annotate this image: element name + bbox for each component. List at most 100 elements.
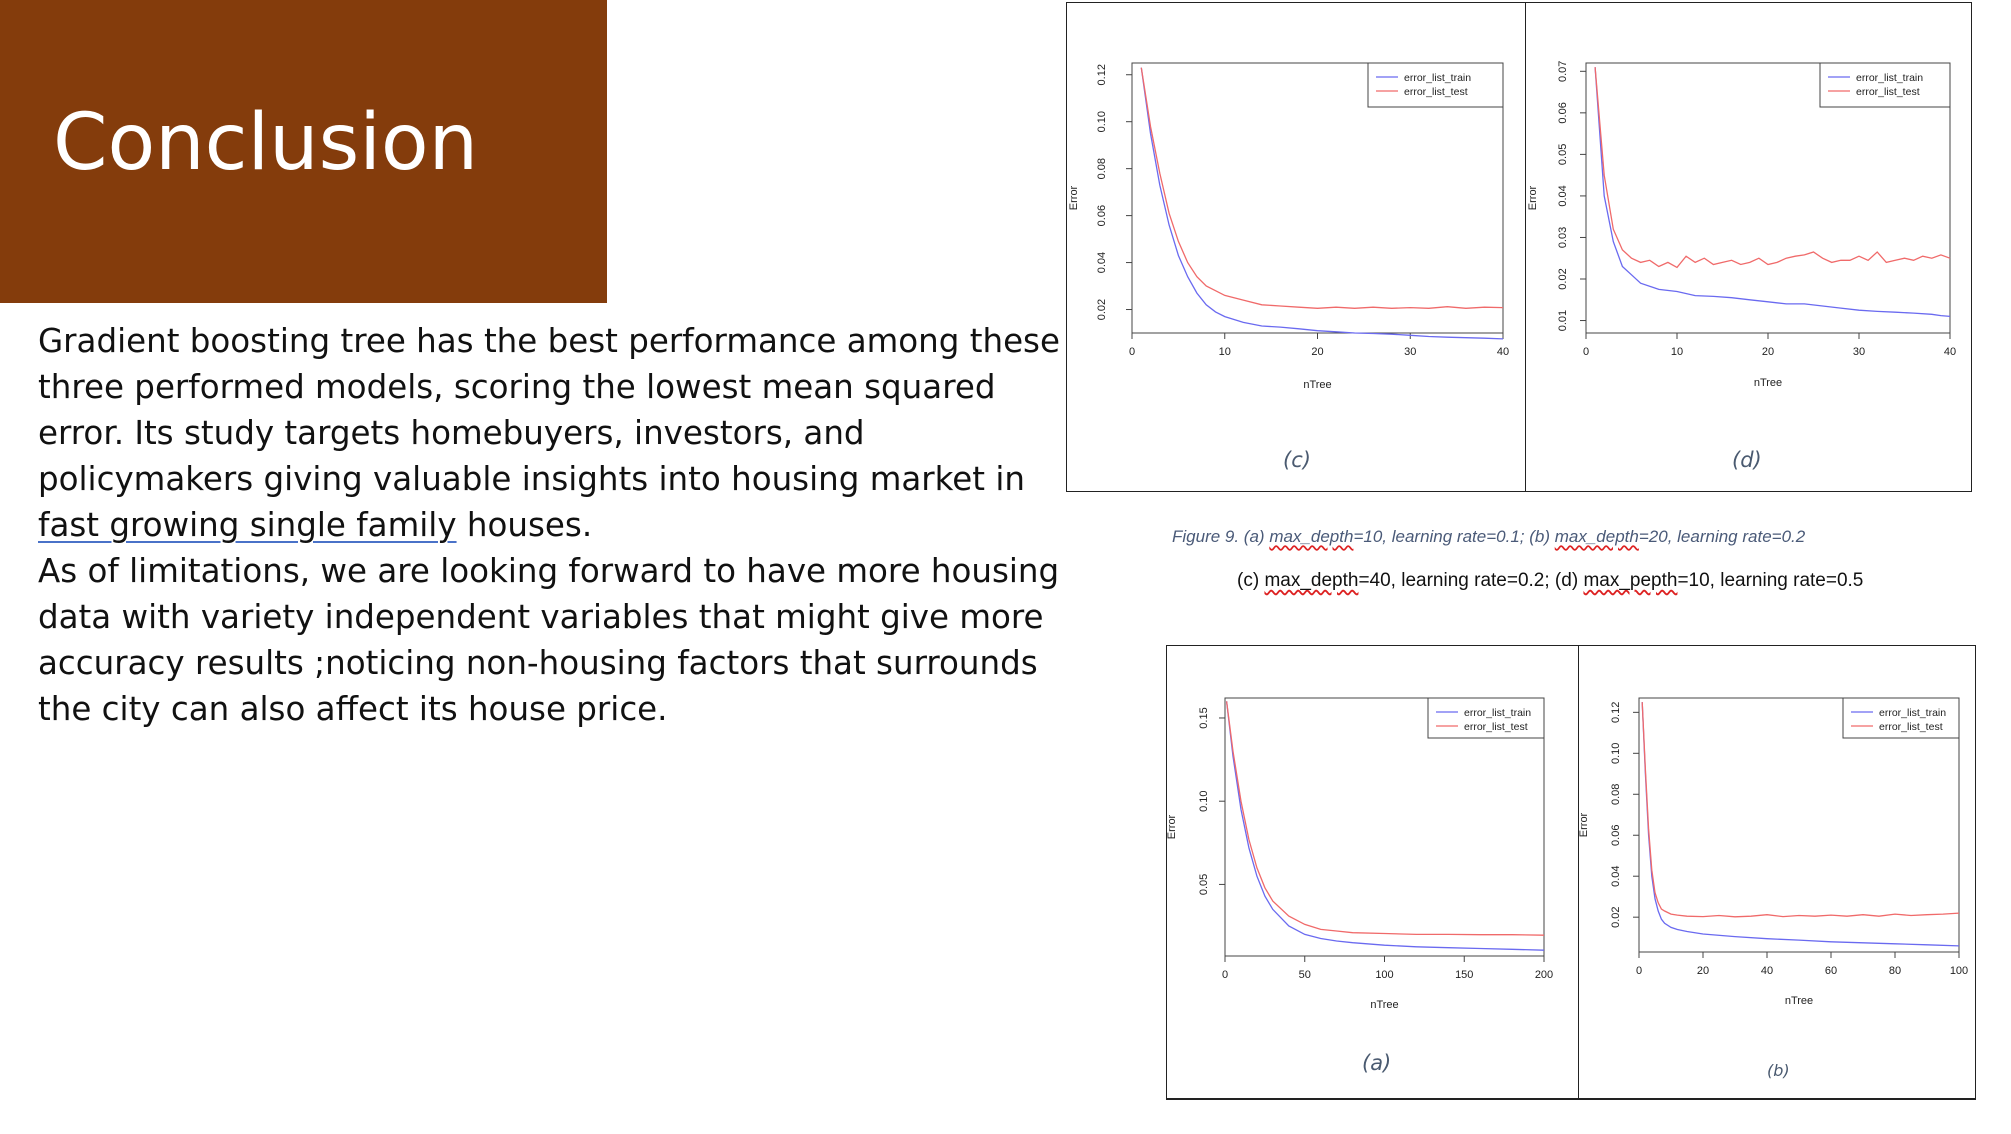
paragraph-1-text: Gradient boosting tree has the best perf… bbox=[38, 322, 1060, 498]
conclusion-text: Gradient boosting tree has the best perf… bbox=[38, 318, 1068, 732]
chart-d-label: (d) bbox=[1732, 448, 1762, 472]
x-tick-label: 40 bbox=[1944, 346, 1956, 358]
legend-label: error_list_test bbox=[1404, 86, 1468, 98]
x-tick-label: 0 bbox=[1222, 969, 1228, 981]
y-tick-label: 0.06 bbox=[1610, 825, 1622, 846]
y-tick-label: 0.05 bbox=[1557, 144, 1569, 165]
x-tick-label: 30 bbox=[1404, 346, 1416, 358]
y-tick-label: 0.04 bbox=[1557, 185, 1569, 206]
y-tick-label: 0.10 bbox=[1096, 111, 1108, 132]
series-line-error-list-train bbox=[1225, 701, 1545, 951]
x-tick-label: 80 bbox=[1889, 965, 1901, 977]
x-tick-label: 40 bbox=[1497, 346, 1509, 358]
x-tick-label: 10 bbox=[1671, 346, 1683, 358]
x-tick-label: 0 bbox=[1583, 346, 1589, 358]
caption2-part-b: =40, learning rate=0.2; (d) bbox=[1358, 570, 1584, 591]
x-tick-label: 150 bbox=[1455, 969, 1473, 981]
x-axis-title: nTree bbox=[1754, 377, 1782, 389]
y-tick-label: 0.15 bbox=[1198, 707, 1210, 728]
legend-box bbox=[1819, 62, 1951, 108]
x-tick-label: 200 bbox=[1535, 969, 1553, 981]
caption2-part-a: (c) bbox=[1237, 570, 1265, 591]
series-line-error-list-test bbox=[1594, 67, 1951, 269]
x-tick-label: 100 bbox=[1950, 965, 1968, 977]
legend-box bbox=[1842, 697, 1960, 739]
series-line-error-list-test bbox=[1140, 67, 1504, 309]
chart-a-label: (a) bbox=[1362, 1051, 1392, 1075]
figure-caption-line-1: Figure 9. (a) max_depth=10, learning rat… bbox=[1172, 527, 1805, 547]
y-tick-label: 0.07 bbox=[1557, 61, 1569, 82]
caption2-underlined-a: max_depth bbox=[1264, 570, 1359, 591]
chart-panel-a: 0 50 100 150 200 0.05 0.10 0.15 nTree Error error_… bbox=[1166, 645, 1578, 1100]
legend-label: error_list_test bbox=[1464, 721, 1528, 733]
x-tick-label: 10 bbox=[1219, 346, 1231, 358]
x-axis-title: nTree bbox=[1370, 999, 1398, 1011]
title-banner: Conclusion bbox=[0, 0, 607, 303]
series-line-error-list-train bbox=[1641, 702, 1960, 947]
legend-label: error_list_train bbox=[1464, 707, 1531, 719]
y-tick-label: 0.12 bbox=[1096, 64, 1108, 85]
series-line-error-list-test bbox=[1641, 702, 1960, 918]
caption1-part-c: =20, learning rate=0.2 bbox=[1638, 527, 1806, 546]
chart-b-label: (b) bbox=[1767, 1061, 1790, 1080]
caption2-part-c: =10, learning rate=0.5 bbox=[1677, 570, 1864, 591]
paragraph-2: As of limitations, we are looking forwar… bbox=[38, 552, 1060, 728]
x-axis-title: nTree bbox=[1303, 379, 1331, 391]
x-axis-title: nTree bbox=[1785, 995, 1813, 1007]
y-tick-label: 0.04 bbox=[1096, 252, 1108, 273]
y-tick-label: 0.10 bbox=[1198, 790, 1210, 811]
y-axis-title: Error bbox=[1578, 812, 1590, 837]
y-tick-label: 0.04 bbox=[1610, 865, 1622, 886]
chart-c: 0 10 20 30 40 0.02 0.04 0.06 0.08 0.10 0.12 nTree Er… bbox=[1068, 62, 1509, 391]
chart-panel-c: 0 10 20 30 40 0.02 0.04 0.06 0.08 0.10 0.12 nTree Er… bbox=[1066, 2, 1525, 492]
chart-b: 0 20 40 60 80 100 0.02 0.04 0.06 0.08 0.10 0.12 nTre… bbox=[1578, 697, 1968, 1007]
legend-label: error_list_test bbox=[1856, 86, 1920, 98]
y-tick-label: 0.01 bbox=[1557, 310, 1569, 331]
y-tick-label: 0.06 bbox=[1557, 102, 1569, 123]
y-tick-label: 0.12 bbox=[1610, 702, 1622, 723]
x-tick-label: 20 bbox=[1762, 346, 1774, 358]
series-line-error-list-test bbox=[1225, 701, 1545, 936]
y-tick-label: 0.08 bbox=[1610, 784, 1622, 805]
y-tick-label: 0.10 bbox=[1610, 743, 1622, 764]
panel-bottom-border bbox=[1166, 1098, 1976, 1100]
x-tick-label: 20 bbox=[1697, 965, 1709, 977]
caption1-part-a: Figure 9. (a) bbox=[1172, 527, 1270, 546]
caption1-underlined-b: max_depth bbox=[1554, 527, 1639, 546]
chart-d: 0 10 20 30 40 0.01 0.02 0.03 0.04 0.05 0.06 0.07 nTr… bbox=[1527, 61, 1956, 389]
x-tick-label: 100 bbox=[1375, 969, 1393, 981]
y-tick-label: 0.06 bbox=[1096, 205, 1108, 226]
series-line-error-list-train bbox=[1140, 67, 1504, 340]
figure-caption-line-2: (c) max_depth=40, learning rate=0.2; (d)… bbox=[1237, 570, 1863, 592]
caption1-underlined-a: max_depth bbox=[1269, 527, 1354, 546]
series-line-error-list-train bbox=[1594, 67, 1951, 318]
y-tick-label: 0.05 bbox=[1198, 874, 1210, 895]
x-tick-label: 50 bbox=[1299, 969, 1311, 981]
paragraph-1: Gradient boosting tree has the best perf… bbox=[38, 318, 1068, 548]
plot-area-b bbox=[1638, 697, 1960, 953]
legend-label: error_list_train bbox=[1404, 72, 1471, 84]
paragraph-1-end: houses. bbox=[456, 506, 593, 544]
y-tick-label: 0.02 bbox=[1610, 906, 1622, 927]
y-tick-label: 0.02 bbox=[1096, 299, 1108, 320]
legend-box bbox=[1367, 62, 1504, 108]
y-tick-label: 0.02 bbox=[1557, 268, 1569, 289]
slide-title: Conclusion bbox=[53, 98, 479, 188]
underlined-phrase: fast growing single family bbox=[38, 506, 457, 544]
y-axis-title: Error bbox=[1527, 185, 1539, 210]
x-tick-label: 20 bbox=[1311, 346, 1323, 358]
legend-label: error_list_test bbox=[1879, 721, 1943, 733]
chart-panel-b: 0 20 40 60 80 100 0.02 0.04 0.06 0.08 0.10 0.12 nTre… bbox=[1578, 645, 1976, 1100]
chart-a: 0 50 100 150 200 0.05 0.10 0.15 nTree Error error_… bbox=[1166, 697, 1553, 1011]
y-tick-label: 0.08 bbox=[1096, 158, 1108, 179]
chart-panel-d: 0 10 20 30 40 0.01 0.02 0.03 0.04 0.05 0.06 0.07 nTr… bbox=[1525, 2, 1972, 492]
x-tick-label: 30 bbox=[1853, 346, 1865, 358]
x-tick-label: 0 bbox=[1636, 965, 1642, 977]
y-axis-title: Error bbox=[1068, 185, 1080, 210]
legend-label: error_list_train bbox=[1879, 707, 1946, 719]
legend-label: error_list_train bbox=[1856, 72, 1923, 84]
caption2-underlined-b: max_pepth bbox=[1583, 570, 1678, 591]
legend-box bbox=[1427, 697, 1545, 739]
x-tick-label: 40 bbox=[1761, 965, 1773, 977]
y-tick-label: 0.03 bbox=[1557, 227, 1569, 248]
